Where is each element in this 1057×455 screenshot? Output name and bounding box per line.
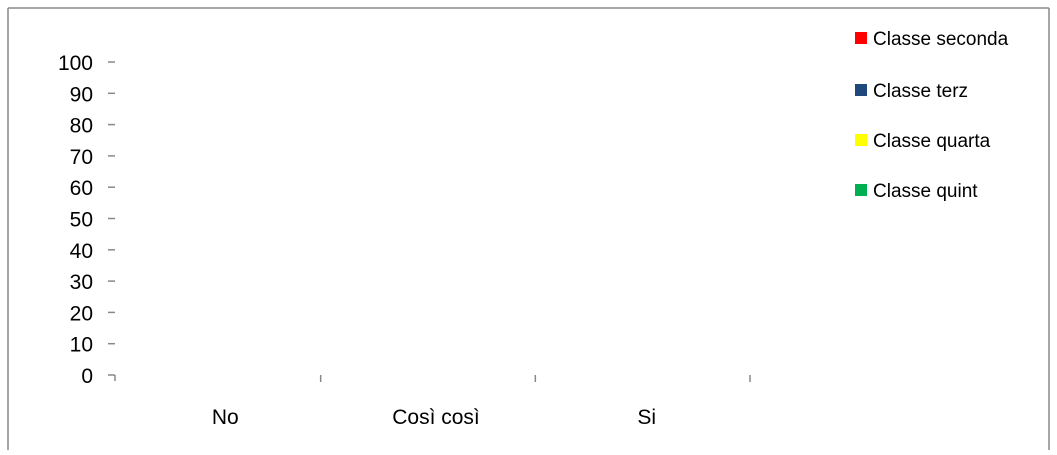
y-tick-label: 60 bbox=[70, 177, 93, 200]
y-tick-label: 40 bbox=[70, 240, 93, 263]
x-category-label: Si bbox=[637, 406, 656, 429]
y-tick-label: 10 bbox=[70, 334, 93, 357]
y-tick-label: 0 bbox=[81, 365, 93, 388]
y-tick-label: 100 bbox=[58, 52, 93, 75]
legend-label: Classe terz bbox=[873, 81, 968, 102]
y-tick-label: 90 bbox=[70, 83, 93, 106]
y-tick-label: 50 bbox=[70, 209, 93, 232]
y-tick-label: 30 bbox=[70, 271, 93, 294]
legend-label: Classe quarta bbox=[873, 131, 991, 152]
legend: Classe seconda Classe terz Classe quarta Cl… bbox=[855, 29, 1009, 202]
legend-swatch bbox=[855, 84, 867, 96]
legend-label: Classe quint bbox=[873, 181, 978, 202]
y-tick-label: 70 bbox=[70, 146, 93, 169]
legend-swatch bbox=[855, 184, 867, 196]
y-tick-label: 80 bbox=[70, 115, 93, 138]
legend-swatch bbox=[855, 134, 867, 146]
x-category-label: Così così bbox=[392, 406, 480, 429]
y-tick-label: 20 bbox=[70, 302, 93, 325]
legend-label: Classe seconda bbox=[873, 29, 1009, 50]
legend-swatch bbox=[855, 32, 867, 44]
x-category-label: No bbox=[212, 406, 239, 429]
x-axis: No Così così Si bbox=[212, 375, 751, 429]
